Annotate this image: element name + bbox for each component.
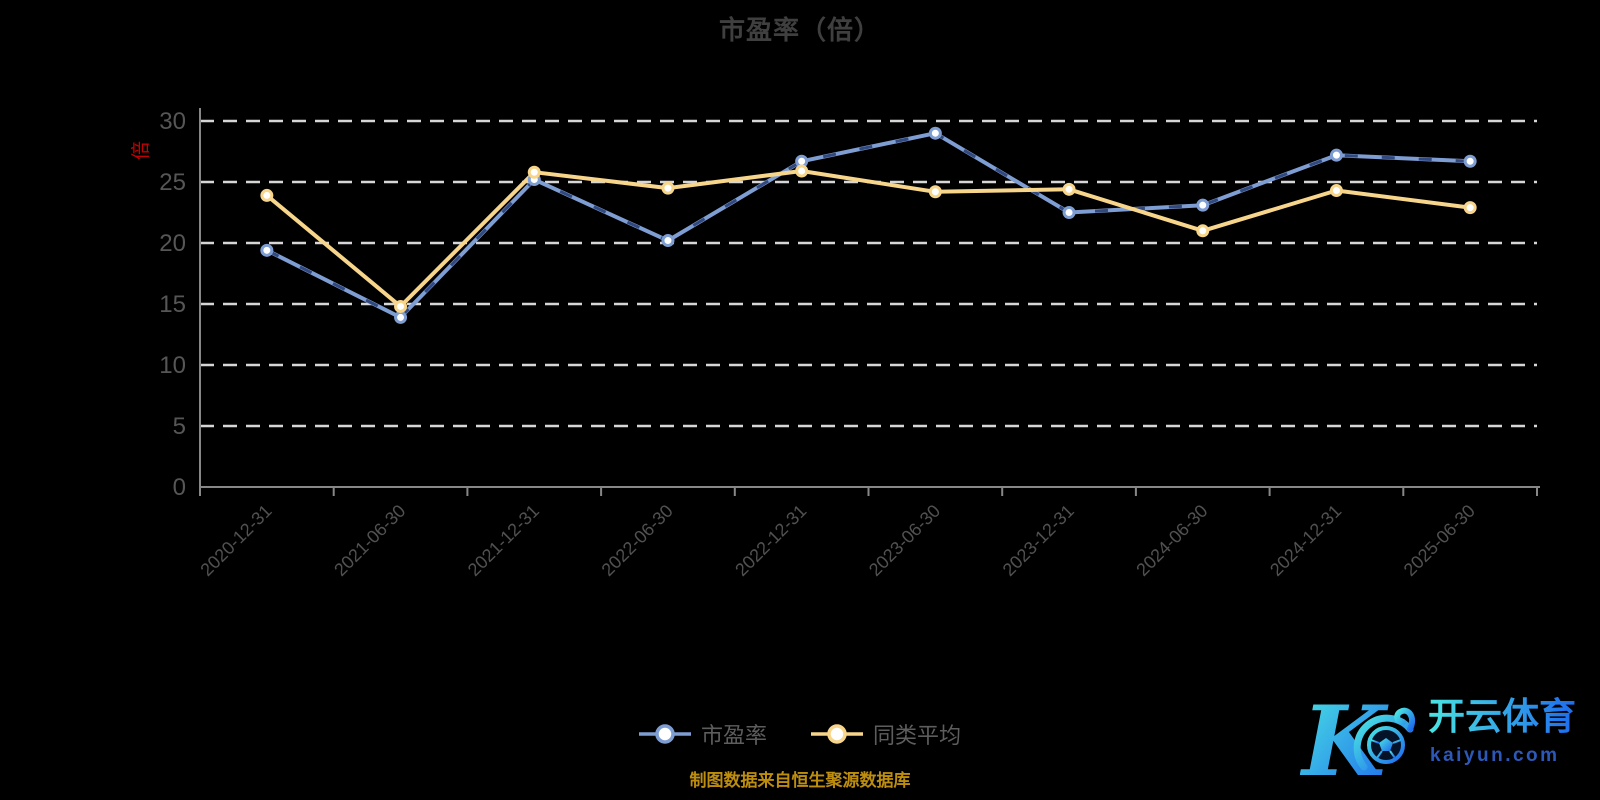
- x-axis-label-2025-06-30: 2025-06-30: [1400, 501, 1479, 580]
- data-point-pe-2024-12-31[interactable]: [1329, 148, 1343, 162]
- y-axis-label-10: 10: [159, 352, 186, 379]
- y-axis-label-15: 15: [159, 291, 186, 318]
- data-point-peer-average-2022-06-30[interactable]: [661, 181, 675, 195]
- series-line-pe-dash-overlay: [266, 131, 1471, 319]
- x-axis-label-2020-12-31: 2020-12-31: [196, 501, 275, 580]
- y-axis-name: 倍: [130, 141, 152, 160]
- data-point-peer-average-2021-06-30[interactable]: [394, 299, 408, 313]
- data-point-peer-average-2024-12-31[interactable]: [1329, 184, 1343, 198]
- data-point-peer-average-2025-06-30[interactable]: [1463, 201, 1477, 215]
- kaiyun-logo-mark-icon: K: [1300, 685, 1416, 795]
- data-point-peer-average-2020-12-31[interactable]: [260, 188, 274, 202]
- legend-marker-pe-icon: [638, 724, 691, 744]
- data-point-peer-average-2021-12-31[interactable]: [527, 165, 541, 179]
- chart-title: 市盈率（倍）: [718, 15, 881, 45]
- x-axis-label-2021-06-30: 2021-06-30: [330, 501, 409, 580]
- data-point-pe-2025-06-30[interactable]: [1463, 154, 1477, 168]
- x-axis-label-2023-06-30: 2023-06-30: [865, 501, 944, 580]
- legend-marker-peer-average-icon: [811, 724, 863, 744]
- source-note: 制图数据来自恒生聚源数据库: [689, 771, 911, 790]
- legend-label-pe: 市盈率: [700, 723, 767, 748]
- y-axis-label-5: 5: [173, 413, 186, 440]
- pe-chart-canvas: 0 5 10 15 20 25 30 倍 2020-12-31 2021-06-30 2021-12…: [130, 108, 1540, 580]
- legend-item-pe[interactable]: 市盈率: [638, 718, 767, 750]
- data-point-pe-2020-12-31[interactable]: [260, 243, 274, 257]
- data-point-pe-2023-06-30[interactable]: [928, 126, 942, 140]
- soccer-ball-icon: [1367, 726, 1405, 764]
- data-point-peer-average-2023-06-30[interactable]: [928, 185, 942, 199]
- x-axis-label-2021-12-31: 2021-12-31: [464, 501, 543, 580]
- x-axis-label-2023-12-31: 2023-12-31: [999, 501, 1078, 580]
- kaiyun-logo[interactable]: K 开云体育: [1300, 683, 1596, 795]
- data-point-peer-average-2023-12-31[interactable]: [1062, 182, 1076, 196]
- legend: 市盈率 同类平均: [0, 718, 1600, 750]
- series-line-pe[interactable]: [264, 131, 1473, 320]
- data-point-pe-2024-06-30[interactable]: [1196, 198, 1210, 212]
- legend-item-peer-average[interactable]: 同类平均: [811, 718, 961, 750]
- y-axis-label-30: 30: [159, 108, 186, 135]
- y-axis-label-0: 0: [173, 474, 186, 501]
- data-point-peer-average-2022-12-31[interactable]: [795, 164, 809, 178]
- x-axis-label-2022-06-30: 2022-06-30: [598, 501, 677, 580]
- logo-brand-text: 开云体育: [1428, 696, 1576, 737]
- data-point-peer-average-2024-06-30[interactable]: [1196, 224, 1210, 238]
- x-axis-label-2022-12-31: 2022-12-31: [731, 501, 810, 580]
- data-point-pe-2023-12-31[interactable]: [1062, 206, 1076, 219]
- logo-domain-text: kaiyun.com: [1430, 745, 1560, 766]
- legend-label-peer-average: 同类平均: [873, 723, 962, 748]
- kaiyun-logo-text: 开云体育 kaiyun.com: [1428, 696, 1576, 766]
- series-line-peer-average[interactable]: [264, 169, 1473, 309]
- y-axis-label-20: 20: [159, 230, 186, 257]
- y-axis-label-25: 25: [159, 169, 186, 196]
- x-axis-label-2024-06-30: 2024-06-30: [1132, 501, 1211, 580]
- data-point-pe-2022-06-30[interactable]: [661, 234, 675, 248]
- x-axis-label-2024-12-31: 2024-12-31: [1266, 501, 1345, 580]
- data-point-pe-2021-06-30[interactable]: [394, 310, 408, 324]
